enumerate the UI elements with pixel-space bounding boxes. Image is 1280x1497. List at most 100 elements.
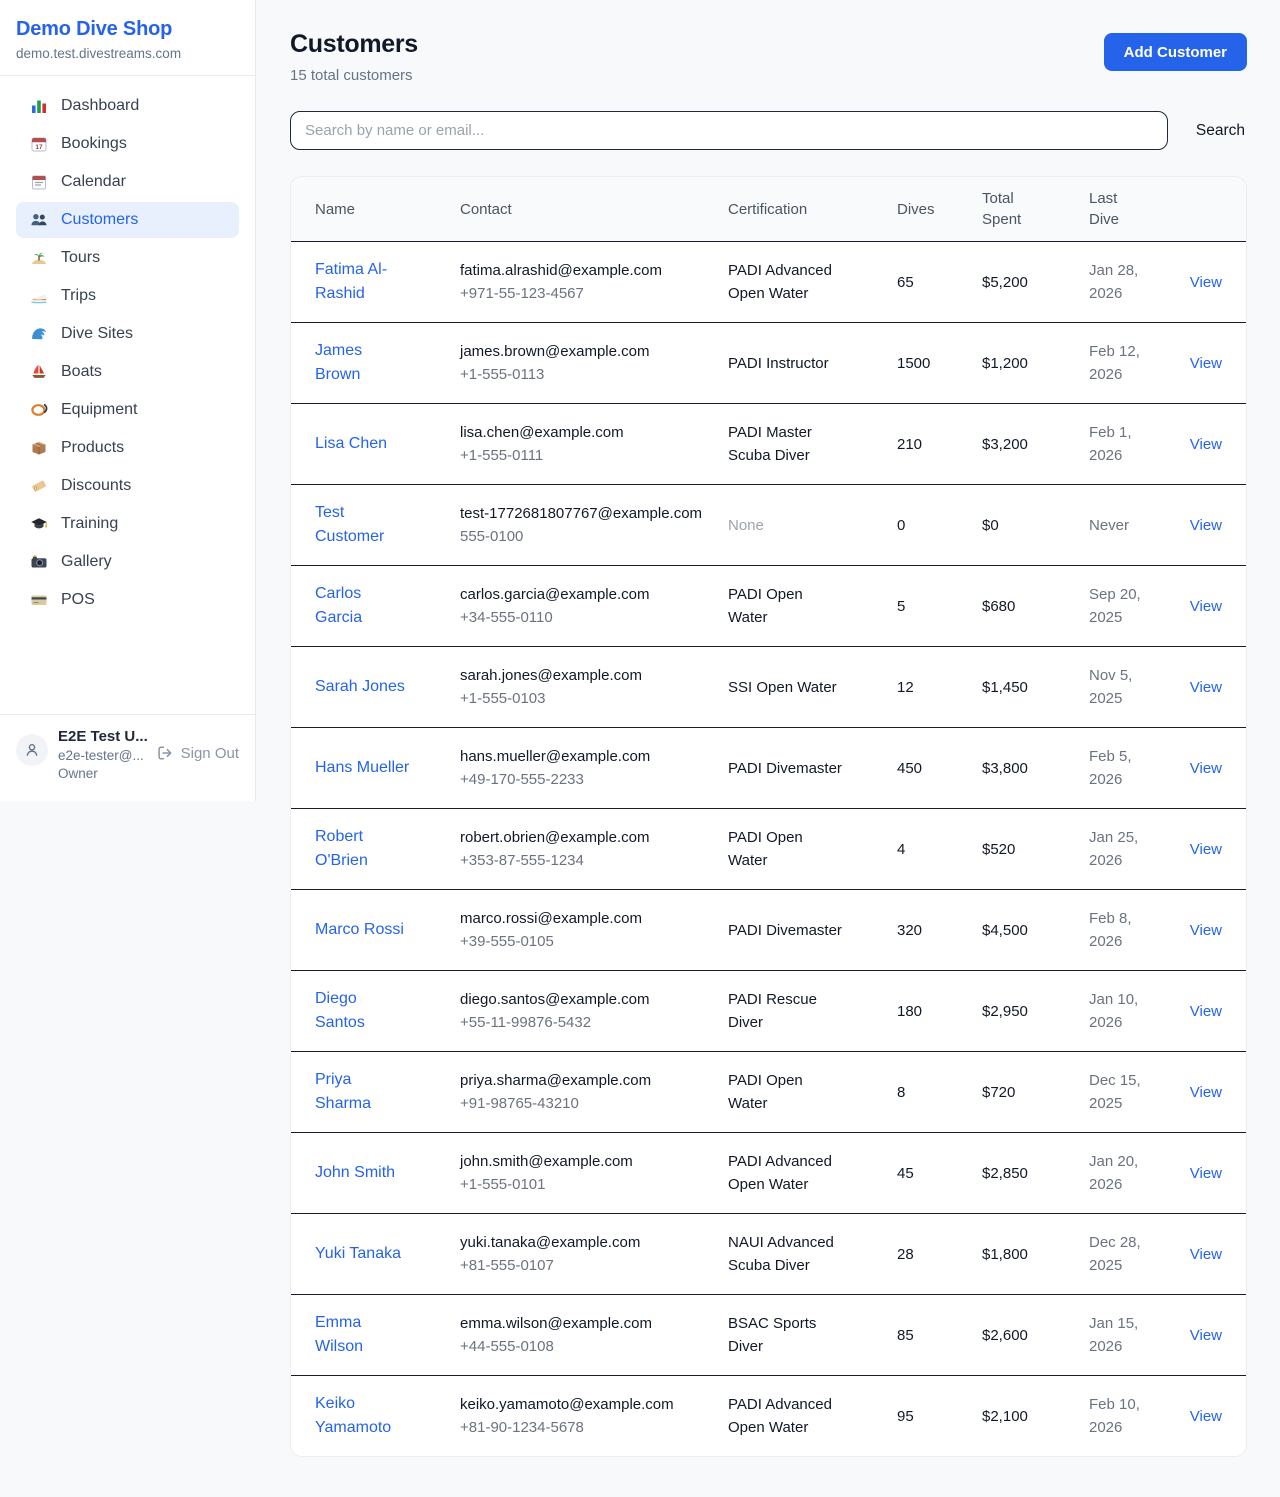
search-button[interactable]: Search [1194, 118, 1247, 144]
view-customer-link[interactable]: View [1189, 1083, 1222, 1101]
customer-last-dive: Jan 15, 2026 [1089, 1315, 1139, 1355]
sidebar-item-trips[interactable]: Trips [16, 278, 239, 314]
customer-certification-cell: PADI Open Water [728, 1069, 897, 1115]
add-customer-button[interactable]: Add Customer [1103, 33, 1247, 71]
view-customer-link[interactable]: View [1189, 921, 1222, 939]
shop-domain: demo.test.divestreams.com [16, 46, 182, 61]
customer-certification: PADI Instructor [728, 354, 829, 372]
customer-last-dive-cell: Feb 5, 2026 [1089, 745, 1189, 791]
view-customer-link[interactable]: View [1189, 1326, 1222, 1344]
sidebar-item-tours[interactable]: Tours [16, 240, 239, 276]
customer-name-link[interactable]: Marco Rossi [315, 921, 404, 938]
view-customer-link[interactable]: View [1189, 354, 1222, 372]
customer-name-link[interactable]: John Smith [315, 1164, 396, 1181]
customer-name-cell: Lisa Chen [315, 432, 460, 456]
customer-name-link[interactable]: Keiko Yamamoto [315, 1395, 392, 1436]
sidebar-item-boats[interactable]: Boats [16, 354, 239, 390]
sidebar-item-pos[interactable]: POS [16, 582, 239, 618]
customer-name-link[interactable]: Priya Sharma [315, 1071, 372, 1112]
customer-total-spent-cell: $1,800 [982, 1245, 1028, 1263]
customer-view-cell: View [1190, 1000, 1222, 1023]
calendar-icon [30, 173, 48, 191]
customer-view-cell: View [1190, 838, 1222, 861]
view-customer-link[interactable]: View [1189, 759, 1222, 777]
view-customer-link[interactable]: View [1189, 1245, 1222, 1263]
customer-certification-cell: PADI Instructor [728, 352, 897, 375]
customer-name-link[interactable]: Yuki Tanaka [315, 1245, 401, 1262]
table-row: Hans Mueller hans.mueller@example.com +4… [291, 727, 1246, 808]
sidebar-item-bookings[interactable]: 17 Bookings [16, 126, 239, 162]
sidebar-item-gallery[interactable]: Gallery [16, 544, 239, 580]
view-customer-link[interactable]: View [1189, 1002, 1222, 1020]
customer-name-link[interactable]: Sarah Jones [315, 678, 405, 695]
customer-contact-cell: emma.wilson@example.com +44-555-0108 [460, 1312, 728, 1358]
customer-last-dive-cell: Feb 1, 2026 [1089, 421, 1189, 467]
customer-view-cell: View [1190, 676, 1222, 699]
sidebar-item-training[interactable]: Training [16, 506, 239, 542]
customer-email: marco.rossi@example.com [460, 910, 642, 927]
sidebar-item-label: Calendar [61, 173, 126, 190]
customer-last-dive-cell: Jan 15, 2026 [1089, 1312, 1189, 1358]
customer-dives-cell: 4 [897, 840, 906, 858]
customer-name-link[interactable]: Robert O'Brien [315, 828, 368, 869]
column-header-certification: Certification [728, 200, 808, 218]
sidebar-item-calendar[interactable]: Calendar [16, 164, 239, 200]
customer-last-dive-cell: Dec 15, 2025 [1089, 1069, 1189, 1115]
customer-name-cell: Emma Wilson [315, 1311, 460, 1359]
view-customer-link[interactable]: View [1189, 273, 1222, 291]
sidebar-item-dive-sites[interactable]: Dive Sites [16, 316, 239, 352]
customer-total-spent-cell: $5,200 [982, 273, 1028, 291]
sidebar-item-dashboard[interactable]: Dashboard [16, 88, 239, 124]
customer-name-link[interactable]: Hans Mueller [315, 759, 410, 776]
customer-dives-cell: 95 [897, 1407, 914, 1425]
customer-view-cell: View [1190, 1243, 1222, 1266]
sidebar-item-discounts[interactable]: Discounts [16, 468, 239, 504]
customer-name-link[interactable]: Diego Santos [315, 990, 365, 1031]
table-row: Yuki Tanaka yuki.tanaka@example.com +81-… [291, 1213, 1246, 1294]
customer-view-cell: View [1190, 1324, 1222, 1347]
customer-dives-cell: 8 [897, 1083, 906, 1101]
view-customer-link[interactable]: View [1189, 1407, 1222, 1425]
view-customer-link[interactable]: View [1189, 840, 1222, 858]
customer-name-link[interactable]: Fatima Al-Rashid [315, 261, 388, 302]
search-input[interactable] [290, 111, 1168, 150]
customer-last-dive-cell: Jan 25, 2026 [1089, 826, 1189, 872]
view-customer-link[interactable]: View [1189, 435, 1222, 453]
view-customer-link[interactable]: View [1189, 678, 1222, 696]
sidebar-item-customers[interactable]: Customers [16, 202, 239, 238]
sign-out-button[interactable]: Sign Out [156, 744, 239, 762]
customer-name-cell: John Smith [315, 1161, 460, 1185]
sidebar-item-equipment[interactable]: Equipment [16, 392, 239, 428]
credit-card-icon [30, 591, 48, 609]
customer-certification-cell: SSI Open Water [728, 676, 897, 699]
sidebar-item-label: Discounts [61, 477, 132, 494]
customer-total-spent-cell: $3,200 [982, 435, 1028, 453]
customer-view-cell: View [1190, 514, 1222, 537]
sidebar-header: Demo Dive Shop demo.test.divestreams.com [0, 0, 255, 76]
customer-last-dive: Feb 8, 2026 [1089, 910, 1132, 950]
customer-view-cell: View [1190, 1081, 1222, 1104]
customer-phone: +1-555-0103 [460, 690, 546, 707]
customer-contact-cell: fatima.alrashid@example.com +971-55-123-… [460, 259, 728, 305]
view-customer-link[interactable]: View [1189, 597, 1222, 615]
customer-email: yuki.tanaka@example.com [460, 1234, 641, 1251]
customer-phone: +55-11-99876-5432 [460, 1014, 592, 1031]
customer-name-link[interactable]: James Brown [315, 342, 363, 383]
customer-last-dive: Dec 15, 2025 [1089, 1072, 1141, 1112]
customer-name-link[interactable]: Test Customer [315, 504, 385, 545]
table-row: Emma Wilson emma.wilson@example.com +44-… [291, 1294, 1246, 1375]
customer-name-link[interactable]: Carlos Garcia [315, 585, 363, 626]
customer-name-link[interactable]: Lisa Chen [315, 435, 388, 452]
customer-name-cell: Yuki Tanaka [315, 1242, 460, 1266]
customer-view-cell: View [1190, 757, 1222, 780]
customer-last-dive: Feb 12, 2026 [1089, 343, 1140, 383]
view-customer-link[interactable]: View [1189, 1164, 1222, 1182]
customer-name-link[interactable]: Emma Wilson [315, 1314, 364, 1355]
customer-contact-cell: lisa.chen@example.com +1-555-0111 [460, 421, 728, 467]
customer-contact-cell: carlos.garcia@example.com +34-555-0110 [460, 583, 728, 629]
user-info: E2E Test U... e2e-tester@... Owner [58, 728, 148, 781]
customer-certification: PADI Open Water [728, 586, 803, 626]
sidebar-item-products[interactable]: Products [16, 430, 239, 466]
customer-dives-cell: 1500 [897, 354, 931, 372]
view-customer-link[interactable]: View [1189, 516, 1222, 534]
